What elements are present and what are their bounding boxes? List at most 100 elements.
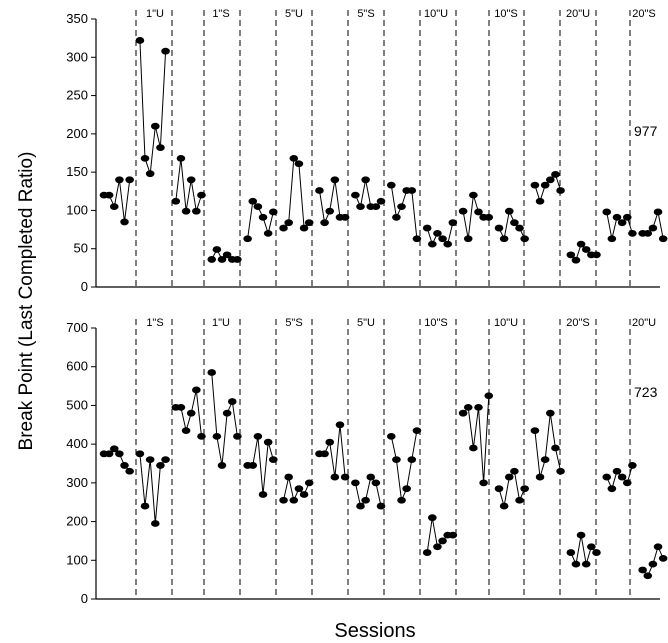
- data-point: [263, 438, 273, 446]
- y-tick-label: 100: [66, 552, 88, 567]
- data-point: [145, 456, 155, 464]
- data-point: [171, 197, 181, 205]
- data-point: [458, 207, 468, 215]
- condition-label: 5"U: [285, 8, 303, 20]
- data-point: [109, 203, 119, 211]
- data-point: [294, 160, 304, 168]
- data-point: [612, 213, 622, 221]
- data-point: [135, 450, 145, 458]
- data-point: [109, 445, 119, 453]
- data-point: [233, 256, 242, 263]
- data-point: [602, 473, 612, 481]
- y-axis-label: Break Point (Last Completed Ratio): [16, 152, 37, 451]
- data-point: [156, 144, 165, 152]
- data-point: [151, 520, 160, 527]
- data-point: [551, 444, 560, 452]
- data-point: [207, 256, 217, 263]
- data-point: [181, 207, 191, 215]
- condition-label: 10"U: [424, 8, 448, 20]
- data-point: [325, 207, 335, 215]
- y-tick-label: 700: [66, 320, 88, 335]
- subject-label: 977: [634, 123, 658, 139]
- data-point: [551, 171, 560, 178]
- y-tick-label: 200: [66, 514, 88, 529]
- data-point: [581, 560, 591, 568]
- data-point: [279, 224, 288, 232]
- data-point: [422, 549, 432, 556]
- data-point: [658, 235, 668, 243]
- data-point: [120, 462, 129, 469]
- data-point: [566, 549, 576, 556]
- data-point: [602, 208, 612, 216]
- condition-label: 20"S: [632, 8, 655, 20]
- data-point: [135, 37, 145, 44]
- data-point: [186, 176, 196, 184]
- data-point: [648, 560, 658, 568]
- data-point: [638, 566, 647, 574]
- data-point: [340, 473, 350, 481]
- data-point: [217, 256, 227, 263]
- y-tick-label: 250: [66, 88, 88, 103]
- data-point: [540, 456, 550, 464]
- data-point: [330, 473, 340, 481]
- data-point: [520, 485, 529, 493]
- data-point: [222, 251, 232, 259]
- data-point: [643, 230, 653, 237]
- data-point: [448, 531, 458, 539]
- panel-977: 0 50 100 150 200 250 300 350 1"U 1"S 5"U 5"S 10"U 10"…: [66, 8, 668, 294]
- data-point: [607, 235, 617, 243]
- data-point: [371, 479, 381, 487]
- data-point: [197, 191, 206, 199]
- data-point: [120, 218, 129, 226]
- data-point: [433, 543, 442, 551]
- data-point: [253, 433, 263, 440]
- data-point: [279, 496, 288, 504]
- condition-label: 5"S: [357, 8, 374, 20]
- data-point: [289, 154, 299, 162]
- data-point: [140, 502, 150, 510]
- data-point: [402, 485, 411, 493]
- data-point: [212, 433, 222, 440]
- data-point: [284, 473, 293, 481]
- data-point: [253, 203, 263, 211]
- data-point: [535, 473, 545, 481]
- data-point: [294, 485, 304, 493]
- data-point: [227, 398, 237, 405]
- data-point: [376, 502, 386, 510]
- data-point: [587, 543, 596, 551]
- data-point: [366, 473, 376, 481]
- data-point: [628, 462, 637, 469]
- data-point: [653, 543, 663, 551]
- data-point: [207, 369, 217, 376]
- data-point: [181, 427, 191, 434]
- data-point: [192, 386, 201, 394]
- data-point: [463, 235, 473, 243]
- data-point: [653, 208, 663, 216]
- data-point: [161, 47, 170, 55]
- condition-label: 10"S: [494, 8, 517, 20]
- data-point: [330, 176, 340, 184]
- data-point: [412, 235, 422, 243]
- data-point: [315, 187, 324, 194]
- data-point: [484, 392, 494, 400]
- data-point: [428, 514, 437, 522]
- data-point: [658, 554, 668, 562]
- y-tick-label: 350: [66, 11, 88, 26]
- condition-label: 1"S: [212, 8, 229, 20]
- data-point: [104, 450, 114, 458]
- data-point: [263, 230, 273, 237]
- y-tick-label: 300: [66, 475, 88, 490]
- data-point: [546, 409, 555, 417]
- data-point: [535, 197, 545, 205]
- data-point: [412, 427, 422, 434]
- data-point: [617, 473, 627, 481]
- data-point: [156, 462, 165, 469]
- y-tick-label: 200: [66, 126, 88, 141]
- data-point: [299, 224, 309, 232]
- condition-label: 20"S: [566, 317, 589, 329]
- data-point: [592, 549, 601, 556]
- data-point: [499, 502, 509, 510]
- data-point: [304, 479, 314, 487]
- data-point: [648, 224, 658, 232]
- data-point: [504, 473, 514, 481]
